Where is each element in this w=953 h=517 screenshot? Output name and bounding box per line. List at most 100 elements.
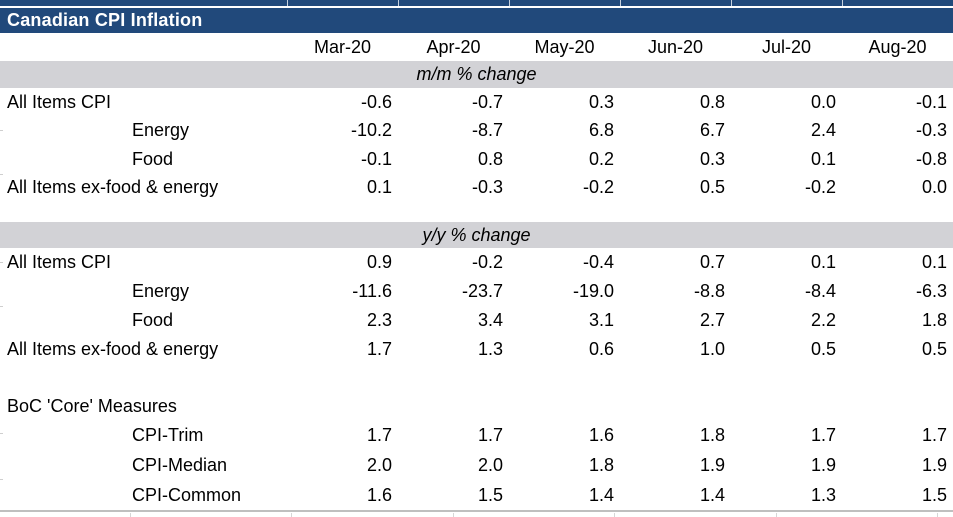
cell-value: 3.1: [588, 310, 614, 330]
cell-value: -0.6: [360, 91, 392, 112]
cell-value: 1.7: [921, 424, 947, 445]
row-label: CPI-Common: [132, 484, 242, 505]
cell-value: 2.0: [366, 454, 392, 475]
row-label: CPI-Trim: [132, 424, 204, 445]
cell-value: 1.7: [366, 424, 392, 445]
cell-value: -8.4: [804, 281, 836, 301]
cell-value: 2.2: [810, 310, 836, 330]
cell-value: -0.1: [360, 148, 392, 169]
cell-value: 1.5: [477, 484, 503, 505]
cell-value: 0.8: [699, 91, 725, 112]
top-border-separator: [731, 0, 732, 6]
cell-value: 1.9: [921, 454, 947, 475]
top-border-separator: [620, 0, 621, 6]
cell-value: 1.8: [699, 424, 725, 445]
cell-value: 0.8: [477, 148, 503, 169]
cell-value: 1.7: [810, 424, 836, 445]
cell-value: 6.7: [699, 120, 725, 141]
table-row: Energy -10.2 -8.7 6.8 6.7 2.4 -0.3: [0, 117, 953, 146]
row-label: All Items ex-food & energy: [7, 339, 219, 359]
core-section-heading: BoC 'Core' Measures: [7, 395, 177, 416]
cell-value: -0.8: [915, 148, 947, 169]
row-label: CPI-Median: [132, 454, 228, 475]
cell-value: -0.4: [582, 252, 614, 272]
table-row: All Items CPI -0.6 -0.7 0.3 0.8 0.0 -0.1: [0, 88, 953, 117]
column-header: Aug-20: [868, 36, 927, 57]
top-border: [0, 0, 953, 6]
cell-value: 0.1: [366, 177, 392, 198]
cell-value: -8.7: [471, 120, 503, 141]
cell-value: 0.5: [699, 177, 725, 198]
cell-value: -0.1: [915, 91, 947, 112]
bottom-border: [0, 510, 953, 512]
cell-value: 1.6: [588, 424, 614, 445]
section-band-yy: y/y % change: [0, 222, 953, 248]
cell-value: 0.3: [699, 148, 725, 169]
cell-value: 0.0: [921, 177, 947, 198]
cell-value: 1.9: [810, 454, 836, 475]
cell-value: 1.4: [588, 484, 614, 505]
table-row: All Items ex-food & energy 0.1 -0.3 -0.2…: [0, 174, 953, 203]
gridline-tick: [0, 433, 3, 434]
cell-value: -0.2: [471, 252, 503, 272]
cell-value: 0.5: [921, 339, 947, 359]
cell-value: -0.3: [471, 177, 503, 198]
cell-value: 0.3: [588, 91, 614, 112]
cell-value: 1.7: [366, 339, 392, 359]
section-band-mm: m/m % change: [0, 61, 953, 88]
table-row: CPI-Common 1.6 1.5 1.4 1.4 1.3 1.5: [0, 480, 953, 510]
cell-value: 2.0: [477, 454, 503, 475]
cell-value: 0.2: [588, 148, 614, 169]
gridline-tick: [0, 306, 3, 307]
table-row: CPI-Median 2.0 2.0 1.8 1.9 1.9 1.9: [0, 450, 953, 480]
table-row: CPI-Trim 1.7 1.7 1.6 1.8 1.7 1.7: [0, 420, 953, 450]
table-row: Energy -11.6 -23.7 -19.0 -8.8 -8.4 -6.3: [0, 277, 953, 306]
row-label: All Items CPI: [7, 252, 112, 272]
row-label: Energy: [132, 120, 190, 141]
cell-value: 1.4: [699, 484, 725, 505]
cell-value: -10.2: [350, 120, 392, 141]
cell-value: 1.8: [921, 310, 947, 330]
top-border-separator: [398, 0, 399, 6]
cell-value: 1.3: [810, 484, 836, 505]
table-row: Food -0.1 0.8 0.2 0.3 0.1 -0.8: [0, 145, 953, 174]
cell-value: 1.6: [366, 484, 392, 505]
gridline-stub: [614, 513, 615, 517]
row-label: Food: [132, 148, 174, 169]
table-row: All Items ex-food & energy 1.7 1.3 0.6 1…: [0, 335, 953, 364]
cell-value: 1.9: [699, 454, 725, 475]
cell-value: -0.3: [915, 120, 947, 141]
cell-value: -8.8: [693, 281, 725, 301]
column-header: Apr-20: [426, 36, 481, 57]
gridline-tick: [0, 262, 3, 263]
page-title: Canadian CPI Inflation: [0, 8, 953, 33]
gridline-tick: [0, 130, 3, 131]
gridline-tick: [0, 174, 3, 175]
cell-value: 0.1: [810, 148, 836, 169]
cell-value: 3.4: [477, 310, 503, 330]
column-header: Jul-20: [761, 36, 812, 57]
cell-value: 0.1: [921, 252, 947, 272]
cell-value: -6.3: [915, 281, 947, 301]
gridline-stub: [937, 513, 938, 517]
cell-value: 0.6: [588, 339, 614, 359]
cell-value: -23.7: [461, 281, 503, 301]
top-border-separator: [509, 0, 510, 6]
cell-value: 0.1: [810, 252, 836, 272]
column-header: Mar-20: [313, 36, 371, 57]
cell-value: 0.9: [366, 252, 392, 272]
cell-value: 1.0: [699, 339, 725, 359]
gridline-tick: [0, 479, 3, 480]
gridline-stub: [130, 513, 131, 517]
cell-value: 1.5: [921, 484, 947, 505]
cell-value: 6.8: [588, 120, 614, 141]
column-header: Jun-20: [647, 36, 704, 57]
cell-value: 0.7: [699, 252, 725, 272]
column-header-row: Mar-20 Apr-20 May-20 Jun-20 Jul-20 Aug-2…: [0, 33, 953, 61]
row-label: Energy: [132, 281, 190, 301]
cell-value: 2.4: [810, 120, 836, 141]
cell-value: 1.3: [477, 339, 503, 359]
cell-value: 0.5: [810, 339, 836, 359]
cell-value: 1.7: [477, 424, 503, 445]
